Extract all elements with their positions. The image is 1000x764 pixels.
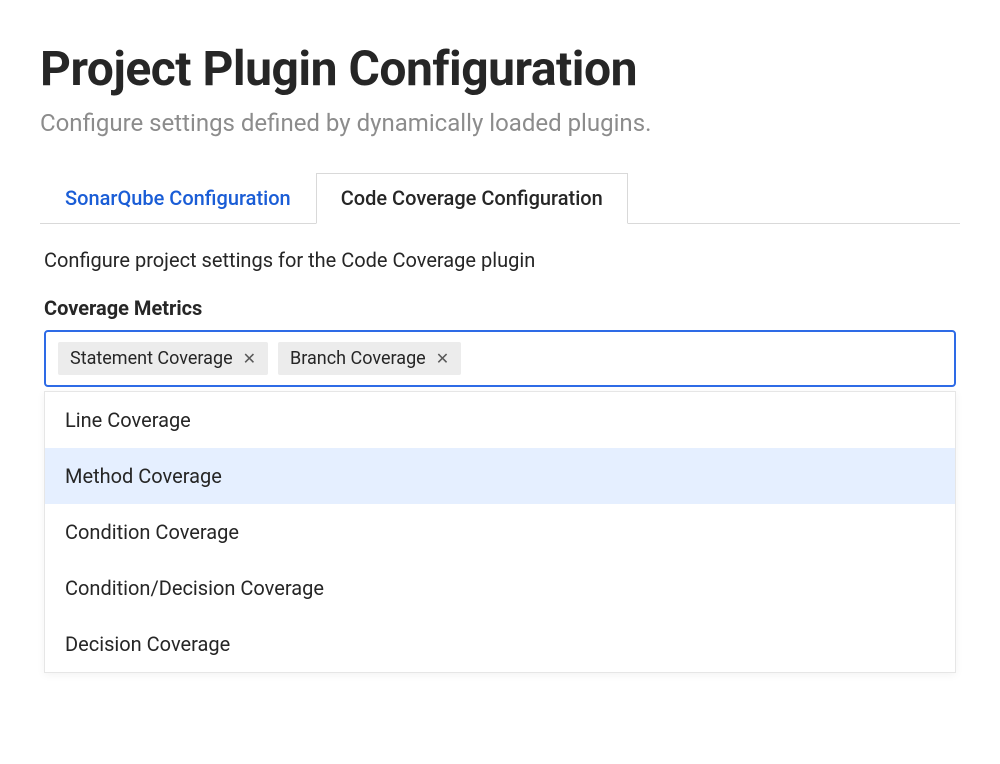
close-icon[interactable]: ✕ bbox=[436, 351, 449, 367]
close-icon[interactable]: ✕ bbox=[243, 351, 256, 367]
tab-content: Configure project settings for the Code … bbox=[40, 248, 960, 673]
tag-statement-coverage: Statement Coverage ✕ bbox=[58, 342, 268, 375]
dropdown-option-decision-coverage[interactable]: Decision Coverage bbox=[45, 616, 955, 672]
page-subtitle: Configure settings defined by dynamicall… bbox=[40, 109, 960, 137]
tab-code-coverage[interactable]: Code Coverage Configuration bbox=[316, 173, 628, 224]
dropdown-option-condition-decision-coverage[interactable]: Condition/Decision Coverage bbox=[45, 560, 955, 616]
field-label-coverage-metrics: Coverage Metrics bbox=[44, 296, 956, 320]
tab-sonarqube[interactable]: SonarQube Configuration bbox=[40, 173, 316, 223]
coverage-metrics-dropdown: Line Coverage Method Coverage Condition … bbox=[44, 391, 956, 673]
dropdown-option-method-coverage[interactable]: Method Coverage bbox=[45, 448, 955, 504]
panel-description: Configure project settings for the Code … bbox=[44, 248, 956, 272]
coverage-metrics-multiselect[interactable]: Statement Coverage ✕ Branch Coverage ✕ bbox=[44, 330, 956, 387]
tag-label: Statement Coverage bbox=[70, 348, 233, 369]
dropdown-option-line-coverage[interactable]: Line Coverage bbox=[45, 392, 955, 448]
dropdown-option-condition-coverage[interactable]: Condition Coverage bbox=[45, 504, 955, 560]
tag-branch-coverage: Branch Coverage ✕ bbox=[278, 342, 461, 375]
tag-label: Branch Coverage bbox=[290, 348, 426, 369]
tabs-container: SonarQube Configuration Code Coverage Co… bbox=[40, 173, 960, 224]
page-title: Project Plugin Configuration bbox=[40, 40, 960, 97]
